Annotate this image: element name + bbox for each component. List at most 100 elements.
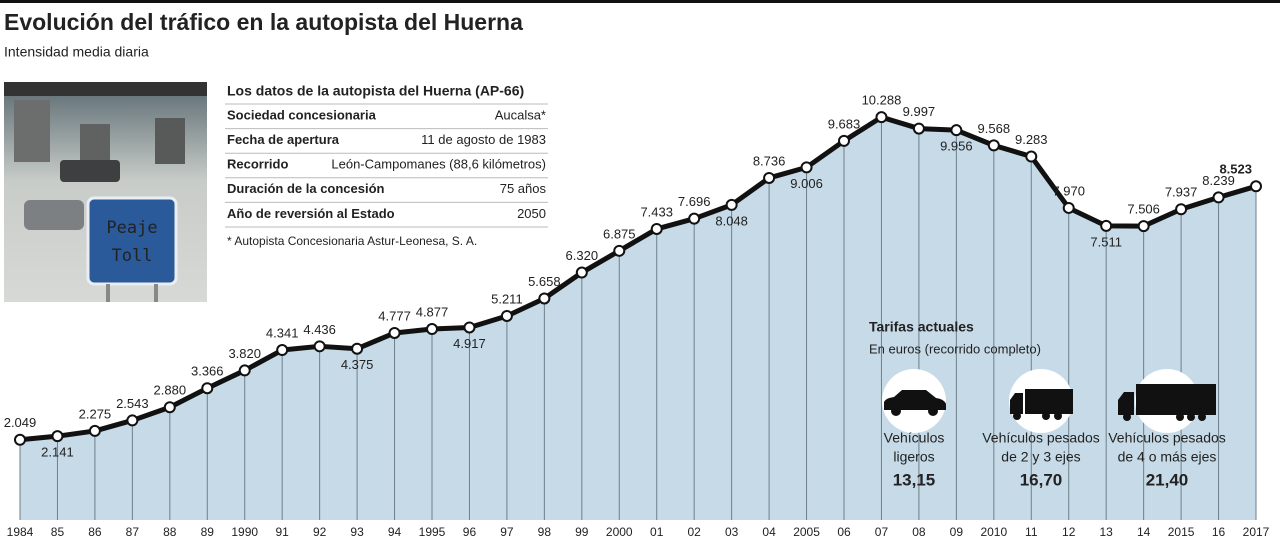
value-label: 9.568 [978,121,1011,136]
x-tick-label: 85 [51,525,65,539]
value-label: 4.877 [416,304,449,319]
tariff-label: Vehículos pesados [1108,430,1226,446]
point [163,401,176,414]
value-label: 3.820 [228,346,261,361]
tariffs-subtitle: En euros (recorrido completo) [869,341,1041,356]
x-tick-label: 93 [350,525,364,539]
x-tick-label: 1984 [7,525,34,539]
x-tick-label: 03 [725,525,739,539]
x-tick-label: 11 [1025,525,1038,539]
value-label: 10.288 [862,93,902,108]
value-label: 4.341 [266,325,299,340]
point [613,244,626,257]
x-tick-label: 01 [650,525,664,539]
truck-icon [1010,389,1073,420]
tariffs-title: Tarifas actuales [869,319,974,335]
table-footnote: * Autopista Concesionaria Astur-Leonesa,… [227,234,477,248]
value-label: 7.433 [640,204,673,219]
x-tick-label: 92 [313,525,327,539]
value-label: 2.543 [116,396,149,411]
row-key: Duración de la concesión [227,181,385,196]
tariff-price: 16,70 [1020,470,1063,489]
tariff-label: de 4 o más ejes [1118,449,1217,465]
sign-text: Toll [112,246,153,266]
value-label: 7.970 [1052,183,1085,198]
sign-text: Peaje [106,218,157,238]
x-tick-label: 88 [163,525,177,539]
row-value: Aucalsa* [495,107,546,122]
x-tick-label: 14 [1137,525,1151,539]
area [20,117,1256,520]
point [1137,220,1150,233]
row-key: Año de reversión al Estado [227,206,395,221]
row-value: 11 de agosto de 1983 [421,132,546,147]
value-label: 9.956 [940,139,973,154]
value-label: 4.917 [453,336,486,351]
tariff-label: ligeros [893,449,934,465]
row-key: Fecha de apertura [227,132,340,147]
x-tick-label: 1995 [419,525,446,539]
point [987,139,1000,152]
car-icon [884,390,946,416]
point [575,266,588,279]
x-tick-label: 09 [950,525,964,539]
value-label: 9.997 [903,104,936,119]
x-tick-label: 96 [463,525,477,539]
x-tick-label: 1990 [231,525,258,539]
point [126,414,139,427]
value-label: 9.283 [1015,132,1048,147]
value-label: 4.436 [303,322,336,337]
row-value: 2050 [517,206,546,221]
point [276,344,289,357]
value-label: 9.006 [790,176,823,191]
x-tick-label: 12 [1062,525,1076,539]
value-label: 9.683 [828,116,861,131]
point [1250,180,1262,193]
photo: Peaje Toll [4,82,207,302]
point [1212,191,1225,204]
tariff-label: Vehículos pesados [982,430,1100,446]
point [500,309,513,322]
value-label: 2.141 [41,445,74,460]
row-value: 75 años [500,181,547,196]
value-label: 3.366 [191,364,224,379]
tariff-label: de 2 y 3 ejes [1001,449,1080,465]
value-label: 5.658 [528,274,561,289]
point [950,124,963,137]
value-label: 2.275 [79,406,112,421]
point [1100,219,1113,232]
value-label: 5.211 [491,291,523,306]
value-label: 8.239 [1202,173,1235,188]
plot-area: 2.049 2.141 2.275 2.543 2.880 3.366 3.820 4.341… [4,93,1270,540]
value-label: 8.048 [715,213,748,228]
x-tick-label: 2005 [793,525,820,539]
value-label: 4.375 [341,357,374,372]
point [800,161,813,174]
truck-icon [1118,384,1216,421]
point [1062,201,1075,214]
point [688,212,701,225]
tariff-label: Vehículos [884,430,945,446]
x-tick-label: 99 [575,525,589,539]
chart-subtitle: Intensidad media diaria [4,44,149,60]
x-tick-label: 07 [875,525,889,539]
point [463,321,476,334]
value-label: 6.320 [566,248,599,263]
value-label: 8.736 [753,153,786,168]
point [912,122,925,135]
tariff-price: 21,40 [1146,470,1189,489]
x-tick-label: 98 [538,525,552,539]
value-label: 8.523 [1219,162,1252,177]
x-tick-label: 91 [276,525,290,539]
value-label: 6.875 [603,226,636,241]
value-label: 7.696 [678,194,711,209]
value-label: 4.777 [378,308,411,323]
x-tick-label: 86 [88,525,102,539]
x-tick-label: 04 [762,525,776,539]
x-tick-label: 16 [1212,525,1226,539]
table-title: Los datos de la autopista del Huerna (AP… [227,83,524,99]
point [51,430,64,443]
x-tick-label: 89 [201,525,215,539]
point [1025,150,1038,163]
